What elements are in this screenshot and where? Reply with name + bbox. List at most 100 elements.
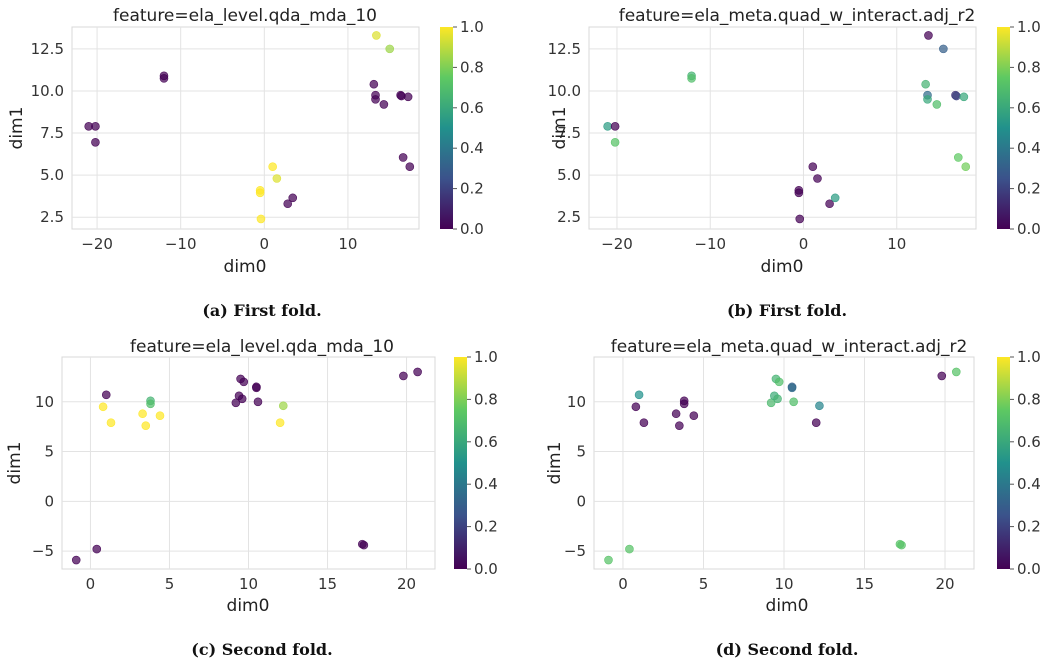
y-tick-label: 5.0 xyxy=(557,166,581,184)
x-tick-label: 10 xyxy=(239,575,258,593)
scatter-point xyxy=(687,74,696,83)
scatter-point xyxy=(766,398,776,408)
x-tick-label: 5 xyxy=(165,575,175,593)
x-tick-label: 0 xyxy=(86,575,96,593)
x-tick-label: 0 xyxy=(618,575,628,593)
subplot-d: feature=ela_meta.quad_w_interact.adj_r2 … xyxy=(545,337,1041,659)
scatter-point xyxy=(679,399,689,409)
colorbar-tick-label: 0.6 xyxy=(474,433,498,451)
scatter-points xyxy=(604,367,961,565)
scatter-point xyxy=(275,418,285,427)
scatter-point xyxy=(789,397,798,407)
scatter-point xyxy=(937,371,947,381)
plot-area xyxy=(588,26,977,230)
colorbar-tick-labels: 0.0 0.2 0.4 0.6 0.8 1.0 xyxy=(467,348,498,578)
colorbar-tick-label: 0.6 xyxy=(460,99,484,117)
x-tick-label: 15 xyxy=(855,575,874,593)
scatter-points xyxy=(71,367,422,565)
x-tick-label: 20 xyxy=(397,575,416,593)
scatter-point xyxy=(256,214,266,224)
y-tick-label: 2.5 xyxy=(40,208,64,226)
scatter-point xyxy=(101,390,111,400)
scatter-point xyxy=(141,421,151,430)
scatter-point xyxy=(369,79,379,89)
caption: (c) Second fold. xyxy=(191,640,332,659)
x-tick-label: 15 xyxy=(318,575,337,593)
x-tick-labels: 0 5 10 15 20 xyxy=(618,575,954,593)
y-tick-labels: 2.5 5.0 7.5 10.0 12.5 xyxy=(548,40,581,226)
scatter-point xyxy=(155,411,165,421)
y-tick-label: 7.5 xyxy=(557,124,581,142)
scatter-point xyxy=(283,199,293,209)
scatter-point xyxy=(413,367,422,377)
scatter-point xyxy=(610,122,620,131)
colorbar xyxy=(997,357,1010,569)
y-tick-label: 10 xyxy=(35,393,54,411)
scatter-point xyxy=(278,401,288,411)
colorbar-tick-labels: 0.0 0.2 0.4 0.6 0.8 1.0 xyxy=(1010,348,1041,578)
scatter-point xyxy=(255,188,265,198)
scatter-point xyxy=(92,544,102,554)
scatter-point xyxy=(603,122,612,131)
colorbar-tick-label: 1.0 xyxy=(460,18,484,36)
colorbar-tick-label: 0.4 xyxy=(1017,475,1041,493)
scatter-point xyxy=(106,418,116,427)
y-tick-label: 2.5 xyxy=(557,208,581,226)
scatter-point xyxy=(399,371,408,381)
y-axis-label: dim1 xyxy=(545,442,565,485)
colorbar-tick-label: 0.4 xyxy=(460,139,484,157)
colorbar xyxy=(997,27,1010,229)
caption: (b) First fold. xyxy=(727,301,847,320)
scatter-point xyxy=(138,409,147,419)
scatter-point xyxy=(811,418,821,427)
x-tick-label: −20 xyxy=(81,235,113,253)
colorbar-tick-label: 0.0 xyxy=(474,560,498,578)
scatter-point xyxy=(897,540,906,550)
scatter-point xyxy=(689,411,699,421)
colorbar-tick-label: 0.4 xyxy=(474,475,498,493)
x-axis-label: dim0 xyxy=(761,257,804,277)
scatter-point xyxy=(773,394,782,404)
x-tick-label: −20 xyxy=(601,235,633,253)
scatter-point xyxy=(231,398,241,408)
y-tick-label: 12.5 xyxy=(31,40,64,58)
colorbar-tick-label: 0.0 xyxy=(1017,220,1041,238)
scatter-point xyxy=(91,122,100,131)
colorbar-tick-label: 1.0 xyxy=(1017,348,1041,366)
scatter-point xyxy=(146,399,155,409)
scatter-point xyxy=(952,91,961,101)
scatter-point xyxy=(237,394,247,404)
colorbar-tick-label: 0.2 xyxy=(1017,518,1041,536)
scatter-point xyxy=(961,162,971,172)
scatter-point xyxy=(252,383,261,393)
x-axis-label: dim0 xyxy=(766,596,809,616)
scatter-point xyxy=(359,540,369,550)
scatter-point xyxy=(953,153,963,162)
x-axis-label: dim0 xyxy=(224,257,267,277)
y-tick-label: 10.0 xyxy=(31,82,64,100)
colorbar-tick-label: 0.0 xyxy=(1017,560,1041,578)
scatter-point xyxy=(371,95,380,104)
x-tick-label: 10 xyxy=(887,235,906,253)
scatter-point xyxy=(625,544,634,554)
y-tick-label: −5 xyxy=(32,542,54,560)
scatter-point xyxy=(379,100,389,109)
subplot-title: feature=ela_level.qda_mda_10 xyxy=(113,6,377,26)
scatter-point xyxy=(71,555,81,565)
caption: (a) First fold. xyxy=(202,301,321,320)
y-tick-labels: −5 0 5 10 xyxy=(32,393,54,560)
scatter-point xyxy=(159,74,169,83)
y-tick-label: 7.5 xyxy=(40,124,64,142)
scatter-point xyxy=(932,100,942,109)
colorbar-tick-label: 0.8 xyxy=(474,390,498,408)
colorbar-tick-label: 1.0 xyxy=(1017,18,1041,36)
scatter-point xyxy=(288,193,298,203)
colorbar-tick-label: 0.2 xyxy=(1017,180,1041,198)
colorbar xyxy=(454,357,467,569)
scatter-point xyxy=(808,162,818,172)
subplot-b: feature=ela_meta.quad_w_interact.adj_r2 … xyxy=(548,6,1041,320)
scatter-point xyxy=(253,397,263,407)
colorbar-tick-label: 0.8 xyxy=(1017,390,1041,408)
y-tick-label: 10.0 xyxy=(548,82,581,100)
